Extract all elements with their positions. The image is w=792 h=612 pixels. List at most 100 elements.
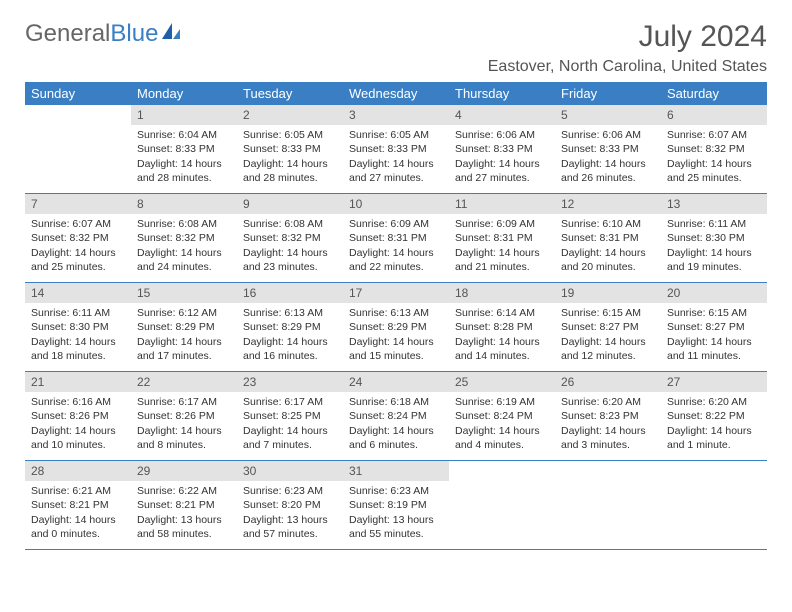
sunset-text: Sunset: 8:33 PM — [137, 142, 231, 156]
sunrise-text: Sunrise: 6:13 AM — [349, 306, 443, 320]
daylight-text: Daylight: 14 hours and 19 minutes. — [667, 246, 761, 274]
sunrise-text: Sunrise: 6:12 AM — [137, 306, 231, 320]
calendar-body: 1Sunrise: 6:04 AMSunset: 8:33 PMDaylight… — [25, 105, 767, 550]
calendar-day-cell: 2Sunrise: 6:05 AMSunset: 8:33 PMDaylight… — [237, 105, 343, 194]
daylight-text: Daylight: 14 hours and 15 minutes. — [349, 335, 443, 363]
sunrise-text: Sunrise: 6:07 AM — [31, 217, 125, 231]
day-content: Sunrise: 6:10 AMSunset: 8:31 PMDaylight:… — [555, 214, 661, 280]
sunset-text: Sunset: 8:32 PM — [137, 231, 231, 245]
sunrise-text: Sunrise: 6:20 AM — [561, 395, 655, 409]
sunrise-text: Sunrise: 6:15 AM — [667, 306, 761, 320]
calendar-day-cell: 9Sunrise: 6:08 AMSunset: 8:32 PMDaylight… — [237, 194, 343, 283]
sunset-text: Sunset: 8:26 PM — [137, 409, 231, 423]
calendar-week-row: 1Sunrise: 6:04 AMSunset: 8:33 PMDaylight… — [25, 105, 767, 194]
logo-text-blue: Blue — [110, 20, 158, 48]
day-number: 24 — [343, 372, 449, 392]
day-content: Sunrise: 6:13 AMSunset: 8:29 PMDaylight:… — [343, 303, 449, 369]
sunset-text: Sunset: 8:30 PM — [667, 231, 761, 245]
weekday-header: Saturday — [661, 82, 767, 105]
title-block: July 2024 Eastover, North Carolina, Unit… — [488, 20, 767, 76]
day-number: 21 — [25, 372, 131, 392]
day-number: 16 — [237, 283, 343, 303]
day-content: Sunrise: 6:11 AMSunset: 8:30 PMDaylight:… — [25, 303, 131, 369]
sunrise-text: Sunrise: 6:22 AM — [137, 484, 231, 498]
calendar-day-cell: 24Sunrise: 6:18 AMSunset: 8:24 PMDayligh… — [343, 372, 449, 461]
calendar-day-cell: 15Sunrise: 6:12 AMSunset: 8:29 PMDayligh… — [131, 283, 237, 372]
day-number: 22 — [131, 372, 237, 392]
daylight-text: Daylight: 13 hours and 55 minutes. — [349, 513, 443, 541]
month-title: July 2024 — [488, 20, 767, 54]
sunset-text: Sunset: 8:33 PM — [561, 142, 655, 156]
day-number: 8 — [131, 194, 237, 214]
weekday-header: Wednesday — [343, 82, 449, 105]
calendar-day-cell: 3Sunrise: 6:05 AMSunset: 8:33 PMDaylight… — [343, 105, 449, 194]
calendar-day-cell: 18Sunrise: 6:14 AMSunset: 8:28 PMDayligh… — [449, 283, 555, 372]
location: Eastover, North Carolina, United States — [488, 58, 767, 76]
day-number: 5 — [555, 105, 661, 125]
sunset-text: Sunset: 8:23 PM — [561, 409, 655, 423]
daylight-text: Daylight: 14 hours and 12 minutes. — [561, 335, 655, 363]
calendar-day-cell: 13Sunrise: 6:11 AMSunset: 8:30 PMDayligh… — [661, 194, 767, 283]
sunset-text: Sunset: 8:32 PM — [243, 231, 337, 245]
daylight-text: Daylight: 14 hours and 25 minutes. — [667, 157, 761, 185]
day-content: Sunrise: 6:20 AMSunset: 8:22 PMDaylight:… — [661, 392, 767, 458]
calendar-day-cell: 12Sunrise: 6:10 AMSunset: 8:31 PMDayligh… — [555, 194, 661, 283]
daylight-text: Daylight: 14 hours and 14 minutes. — [455, 335, 549, 363]
daylight-text: Daylight: 14 hours and 20 minutes. — [561, 246, 655, 274]
calendar-day-cell — [449, 461, 555, 550]
day-content: Sunrise: 6:07 AMSunset: 8:32 PMDaylight:… — [25, 214, 131, 280]
day-content: Sunrise: 6:18 AMSunset: 8:24 PMDaylight:… — [343, 392, 449, 458]
day-content: Sunrise: 6:09 AMSunset: 8:31 PMDaylight:… — [343, 214, 449, 280]
calendar-table: Sunday Monday Tuesday Wednesday Thursday… — [25, 82, 767, 550]
sunset-text: Sunset: 8:21 PM — [31, 498, 125, 512]
daylight-text: Daylight: 13 hours and 57 minutes. — [243, 513, 337, 541]
sunrise-text: Sunrise: 6:05 AM — [349, 128, 443, 142]
day-content: Sunrise: 6:05 AMSunset: 8:33 PMDaylight:… — [237, 125, 343, 191]
daylight-text: Daylight: 14 hours and 21 minutes. — [455, 246, 549, 274]
day-content: Sunrise: 6:19 AMSunset: 8:24 PMDaylight:… — [449, 392, 555, 458]
daylight-text: Daylight: 14 hours and 25 minutes. — [31, 246, 125, 274]
calendar-day-cell: 8Sunrise: 6:08 AMSunset: 8:32 PMDaylight… — [131, 194, 237, 283]
sunset-text: Sunset: 8:27 PM — [561, 320, 655, 334]
logo-text-general: General — [25, 20, 110, 48]
calendar-day-cell — [661, 461, 767, 550]
sunset-text: Sunset: 8:21 PM — [137, 498, 231, 512]
weekday-header: Sunday — [25, 82, 131, 105]
sunrise-text: Sunrise: 6:15 AM — [561, 306, 655, 320]
sunrise-text: Sunrise: 6:09 AM — [349, 217, 443, 231]
sunrise-text: Sunrise: 6:04 AM — [137, 128, 231, 142]
weekday-header: Friday — [555, 82, 661, 105]
calendar-day-cell: 7Sunrise: 6:07 AMSunset: 8:32 PMDaylight… — [25, 194, 131, 283]
sunset-text: Sunset: 8:33 PM — [455, 142, 549, 156]
day-content: Sunrise: 6:22 AMSunset: 8:21 PMDaylight:… — [131, 481, 237, 547]
sunrise-text: Sunrise: 6:07 AM — [667, 128, 761, 142]
daylight-text: Daylight: 14 hours and 23 minutes. — [243, 246, 337, 274]
calendar-day-cell: 6Sunrise: 6:07 AMSunset: 8:32 PMDaylight… — [661, 105, 767, 194]
sunset-text: Sunset: 8:20 PM — [243, 498, 337, 512]
sunset-text: Sunset: 8:31 PM — [349, 231, 443, 245]
day-number: 28 — [25, 461, 131, 481]
sunset-text: Sunset: 8:29 PM — [137, 320, 231, 334]
daylight-text: Daylight: 14 hours and 8 minutes. — [137, 424, 231, 452]
calendar-week-row: 21Sunrise: 6:16 AMSunset: 8:26 PMDayligh… — [25, 372, 767, 461]
sunset-text: Sunset: 8:26 PM — [31, 409, 125, 423]
sunset-text: Sunset: 8:31 PM — [561, 231, 655, 245]
sunset-text: Sunset: 8:24 PM — [349, 409, 443, 423]
daylight-text: Daylight: 14 hours and 28 minutes. — [137, 157, 231, 185]
day-content: Sunrise: 6:21 AMSunset: 8:21 PMDaylight:… — [25, 481, 131, 547]
day-number: 18 — [449, 283, 555, 303]
daylight-text: Daylight: 14 hours and 27 minutes. — [349, 157, 443, 185]
calendar-day-cell: 16Sunrise: 6:13 AMSunset: 8:29 PMDayligh… — [237, 283, 343, 372]
weekday-header: Thursday — [449, 82, 555, 105]
sunrise-text: Sunrise: 6:23 AM — [243, 484, 337, 498]
day-content: Sunrise: 6:15 AMSunset: 8:27 PMDaylight:… — [661, 303, 767, 369]
calendar-day-cell: 31Sunrise: 6:23 AMSunset: 8:19 PMDayligh… — [343, 461, 449, 550]
sunrise-text: Sunrise: 6:06 AM — [561, 128, 655, 142]
sunset-text: Sunset: 8:32 PM — [31, 231, 125, 245]
sunset-text: Sunset: 8:27 PM — [667, 320, 761, 334]
sunrise-text: Sunrise: 6:09 AM — [455, 217, 549, 231]
sunrise-text: Sunrise: 6:05 AM — [243, 128, 337, 142]
daylight-text: Daylight: 14 hours and 3 minutes. — [561, 424, 655, 452]
calendar-day-cell: 20Sunrise: 6:15 AMSunset: 8:27 PMDayligh… — [661, 283, 767, 372]
day-content: Sunrise: 6:11 AMSunset: 8:30 PMDaylight:… — [661, 214, 767, 280]
